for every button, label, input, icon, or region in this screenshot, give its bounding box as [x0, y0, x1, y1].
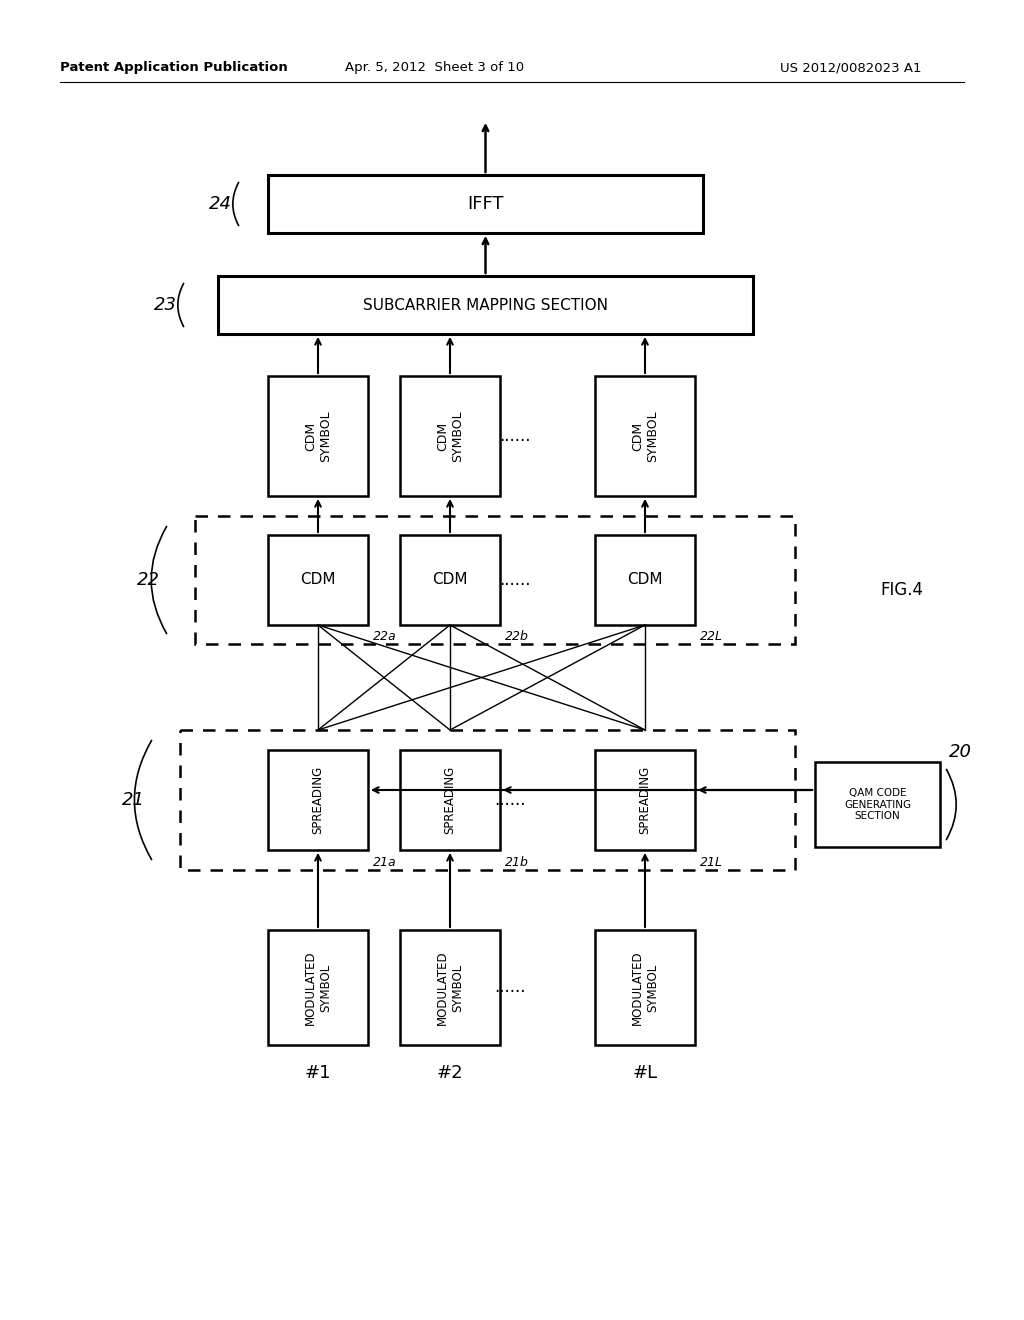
Text: ......: ......	[500, 572, 530, 589]
Text: ......: ......	[495, 978, 525, 997]
Text: IFFT: IFFT	[467, 195, 504, 213]
Bar	[268, 931, 368, 1045]
Text: 21L: 21L	[700, 855, 723, 869]
Text: CDM: CDM	[300, 573, 336, 587]
Bar	[815, 762, 940, 847]
Text: FIG.4: FIG.4	[880, 581, 923, 599]
Text: 21: 21	[122, 791, 144, 809]
Bar	[268, 750, 368, 850]
Text: 24: 24	[209, 195, 231, 213]
Text: #2: #2	[436, 1064, 463, 1082]
Text: Patent Application Publication: Patent Application Publication	[60, 62, 288, 74]
Bar	[400, 535, 500, 624]
Bar	[595, 931, 695, 1045]
Bar	[268, 535, 368, 624]
Bar	[268, 176, 703, 234]
Text: CDM
SYMBOL: CDM SYMBOL	[304, 411, 332, 462]
Bar	[180, 730, 795, 870]
Bar	[595, 750, 695, 850]
Bar	[268, 376, 368, 496]
Text: MODULATED
SYMBOL: MODULATED SYMBOL	[304, 950, 332, 1024]
Text: 22a: 22a	[373, 631, 396, 644]
Bar	[400, 931, 500, 1045]
Bar	[595, 376, 695, 496]
Text: SUBCARRIER MAPPING SECTION: SUBCARRIER MAPPING SECTION	[362, 297, 608, 313]
Text: 22L: 22L	[700, 631, 723, 644]
Text: CDM
SYMBOL: CDM SYMBOL	[436, 411, 464, 462]
Text: QAM CODE
GENERATING
SECTION: QAM CODE GENERATING SECTION	[844, 788, 911, 821]
Bar	[595, 535, 695, 624]
Text: SPREADING: SPREADING	[639, 766, 651, 834]
Text: MODULATED
SYMBOL: MODULATED SYMBOL	[436, 950, 464, 1024]
Text: 21a: 21a	[373, 855, 396, 869]
Text: SPREADING: SPREADING	[443, 766, 457, 834]
Text: 22: 22	[136, 572, 160, 589]
Text: #L: #L	[633, 1064, 657, 1082]
Bar	[400, 750, 500, 850]
Bar	[218, 276, 753, 334]
Text: #1: #1	[305, 1064, 331, 1082]
Text: CDM
SYMBOL: CDM SYMBOL	[631, 411, 659, 462]
Text: 20: 20	[948, 743, 972, 762]
Text: Apr. 5, 2012  Sheet 3 of 10: Apr. 5, 2012 Sheet 3 of 10	[345, 62, 524, 74]
Text: 22b: 22b	[505, 631, 528, 644]
Text: US 2012/0082023 A1: US 2012/0082023 A1	[780, 62, 922, 74]
Text: MODULATED
SYMBOL: MODULATED SYMBOL	[631, 950, 659, 1024]
Text: ......: ......	[500, 426, 530, 445]
Text: ......: ......	[495, 791, 525, 809]
Bar	[195, 516, 795, 644]
Text: CDM: CDM	[628, 573, 663, 587]
Text: SPREADING: SPREADING	[311, 766, 325, 834]
Bar	[400, 376, 500, 496]
Text: CDM: CDM	[432, 573, 468, 587]
Text: 21b: 21b	[505, 855, 528, 869]
Text: 23: 23	[154, 296, 176, 314]
